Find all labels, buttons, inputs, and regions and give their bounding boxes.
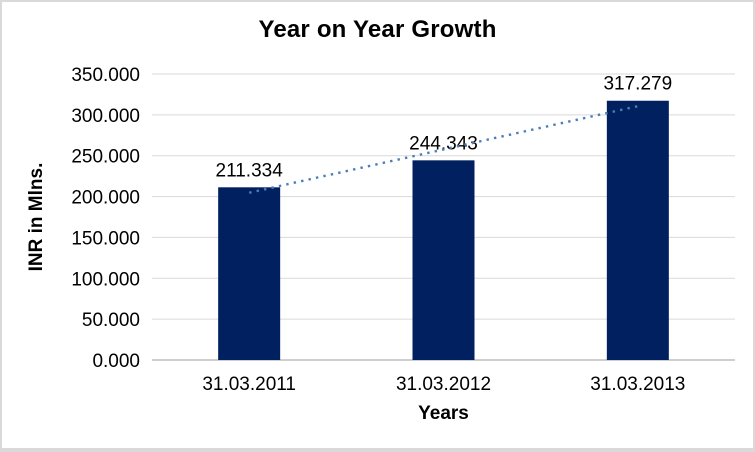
x-axis-title: Years (418, 403, 469, 424)
x-tick-label: 31.03.2012 (396, 374, 491, 395)
y-tick-label: 350.000 (71, 65, 140, 86)
y-tick-label: 100.000 (71, 269, 140, 290)
x-tick-label: 31.03.2011 (202, 374, 296, 395)
bar-value-label: 244.343 (409, 133, 478, 154)
y-tick-label: 200.000 (71, 188, 140, 209)
bar (218, 187, 281, 360)
y-axis-title: INR in Mlns. (26, 163, 47, 272)
x-tick-label: 31.03.2013 (590, 374, 685, 395)
y-tick-label: 0.000 (92, 351, 140, 372)
y-tick-label: 250.000 (71, 147, 140, 168)
chart-title: Year on Year Growth (258, 16, 497, 43)
trendline (248, 105, 639, 194)
y-tick-label: 50.000 (82, 310, 140, 331)
y-tick-label: 300.000 (71, 106, 140, 127)
y-tick-label: 150.000 (71, 228, 140, 249)
bar-value-label: 317.279 (603, 74, 672, 95)
bar (412, 160, 475, 360)
bar-value-label: 211.334 (216, 160, 284, 181)
bar (606, 100, 669, 360)
